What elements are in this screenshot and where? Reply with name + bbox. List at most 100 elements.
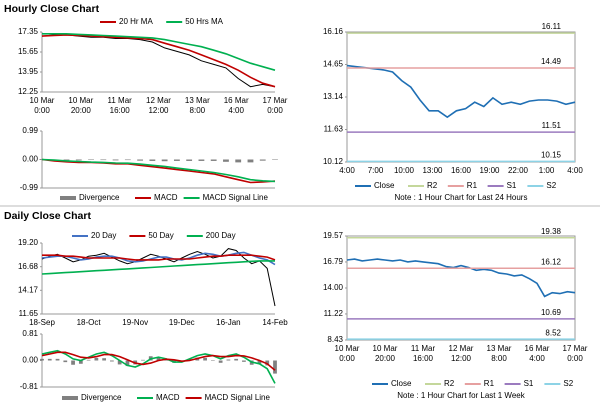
series-line — [41, 251, 276, 266]
x-tick-label: 14-Feb — [262, 318, 288, 327]
divergence-bar — [149, 159, 156, 161]
series-line — [346, 258, 576, 298]
y-tick-label: 16.68 — [18, 262, 39, 271]
divergence-bar — [75, 159, 82, 161]
divergence-bar — [55, 358, 60, 361]
divergence-bar — [78, 360, 83, 364]
legend-label: 200 Day — [206, 231, 236, 240]
divergence-bar — [210, 159, 217, 161]
y-tick-label: 11.22 — [324, 309, 344, 318]
divergence-bar — [198, 159, 205, 161]
series-line — [41, 34, 276, 88]
legend-swatch — [62, 396, 78, 400]
y-tick-label: 14.17 — [18, 285, 39, 294]
chart-note: Note : 1 Hour Chart for Last 24 Hours — [395, 193, 528, 202]
y-tick-label: 11.65 — [19, 309, 39, 318]
x-tick-label: 16 Mar — [525, 344, 550, 353]
x-tick-label: 8:00 — [190, 106, 206, 115]
divergence-bar — [164, 360, 169, 361]
divergence-bar — [226, 359, 231, 361]
y-tick-label: -0.81 — [20, 382, 39, 391]
x-tick-label: 0:00 — [567, 354, 583, 363]
level-label: 16.11 — [542, 22, 562, 31]
divergence-bar — [218, 360, 223, 363]
legend-label: 20 Day — [91, 231, 116, 240]
y-tick-label: 0.00 — [22, 356, 38, 365]
chart-note: Note : 1 Hour Chart for Last 1 Week — [397, 391, 525, 400]
divergence-bar — [112, 159, 119, 161]
y-tick-label: -0.99 — [20, 183, 39, 192]
x-tick-label: 0:00 — [267, 106, 283, 115]
legend-swatch — [60, 196, 76, 200]
level-label: 16.12 — [541, 257, 562, 266]
x-tick-label: 16:00 — [413, 354, 434, 363]
y-tick-label: 14.00 — [323, 283, 344, 292]
legend-label: 50 Day — [148, 231, 173, 240]
x-tick-label: 10 Mar — [30, 96, 55, 105]
divergence-bar — [63, 159, 70, 161]
x-tick-label: 4:00 — [228, 106, 244, 115]
series-line — [346, 64, 576, 119]
x-tick-label: 16:00 — [110, 106, 131, 115]
x-tick-label: 4:00 — [529, 354, 545, 363]
legend-label: R1 — [484, 379, 495, 388]
y-tick-label: 15.65 — [18, 47, 39, 56]
divergence-bar — [272, 159, 278, 160]
legend-label: S1 — [507, 181, 517, 190]
x-tick-label: 12:00 — [451, 354, 472, 363]
x-tick-label: 19-Dec — [169, 318, 195, 327]
y-tick-label: 13.14 — [323, 92, 344, 101]
divergence-bar — [186, 159, 193, 161]
y-tick-label: 13.95 — [18, 67, 39, 76]
legend-label: Divergence — [81, 393, 122, 402]
divergence-bar — [234, 358, 239, 361]
section-title: Daily Close Chart — [4, 210, 91, 222]
level-label: 10.69 — [541, 308, 562, 317]
divergence-bar — [156, 357, 161, 361]
x-tick-label: 13 Mar — [185, 96, 210, 105]
series-line — [41, 260, 275, 275]
x-tick-label: 20:00 — [71, 106, 92, 115]
x-tick-label: 10 Mar — [373, 344, 398, 353]
divergence-bar — [63, 360, 68, 363]
series-line — [42, 32, 276, 71]
divergence-bar — [247, 159, 254, 163]
legend-label: R1 — [467, 181, 478, 190]
divergence-bar — [223, 159, 229, 162]
divergence-bar — [161, 159, 168, 162]
x-tick-label: 22:00 — [508, 166, 529, 175]
legend-label: R2 — [427, 181, 438, 190]
x-tick-label: 18-Oct — [77, 318, 102, 327]
x-tick-label: 19:00 — [479, 166, 500, 175]
y-tick-label: 19.57 — [323, 231, 344, 240]
divergence-bar — [173, 159, 180, 161]
legend-label: Close — [374, 181, 395, 190]
x-tick-label: 10 Mar — [335, 344, 360, 353]
y-tick-label: 12.25 — [18, 87, 39, 96]
x-tick-label: 11 Mar — [108, 96, 133, 105]
y-tick-label: 16.16 — [323, 27, 344, 36]
x-tick-label: 16 Mar — [224, 96, 249, 105]
legend-label: S1 — [524, 379, 534, 388]
legend-label: R2 — [444, 379, 455, 388]
x-tick-label: 7:00 — [368, 166, 384, 175]
divergence-bar — [203, 357, 207, 361]
y-tick-label: 14.65 — [323, 60, 344, 69]
divergence-bar — [210, 360, 215, 361]
level-label: 19.38 — [541, 227, 562, 236]
legend-label: MACD — [156, 393, 180, 402]
divergence-bar — [235, 159, 242, 163]
legend-label: MACD Signal Line — [203, 193, 269, 202]
x-tick-label: 16-Jan — [216, 318, 240, 327]
x-tick-label: 18-Sep — [29, 318, 55, 327]
legend-label: S2 — [563, 379, 573, 388]
divergence-bar — [242, 360, 246, 362]
legend-label: MACD — [154, 193, 178, 202]
x-tick-label: 12 Mar — [146, 96, 171, 105]
legend-label: 20 Hr MA — [119, 17, 153, 26]
legend-label: MACD Signal Line — [205, 393, 271, 402]
x-tick-label: 4:00 — [339, 166, 355, 175]
divergence-bar — [137, 159, 144, 161]
divergence-bar — [125, 360, 130, 367]
